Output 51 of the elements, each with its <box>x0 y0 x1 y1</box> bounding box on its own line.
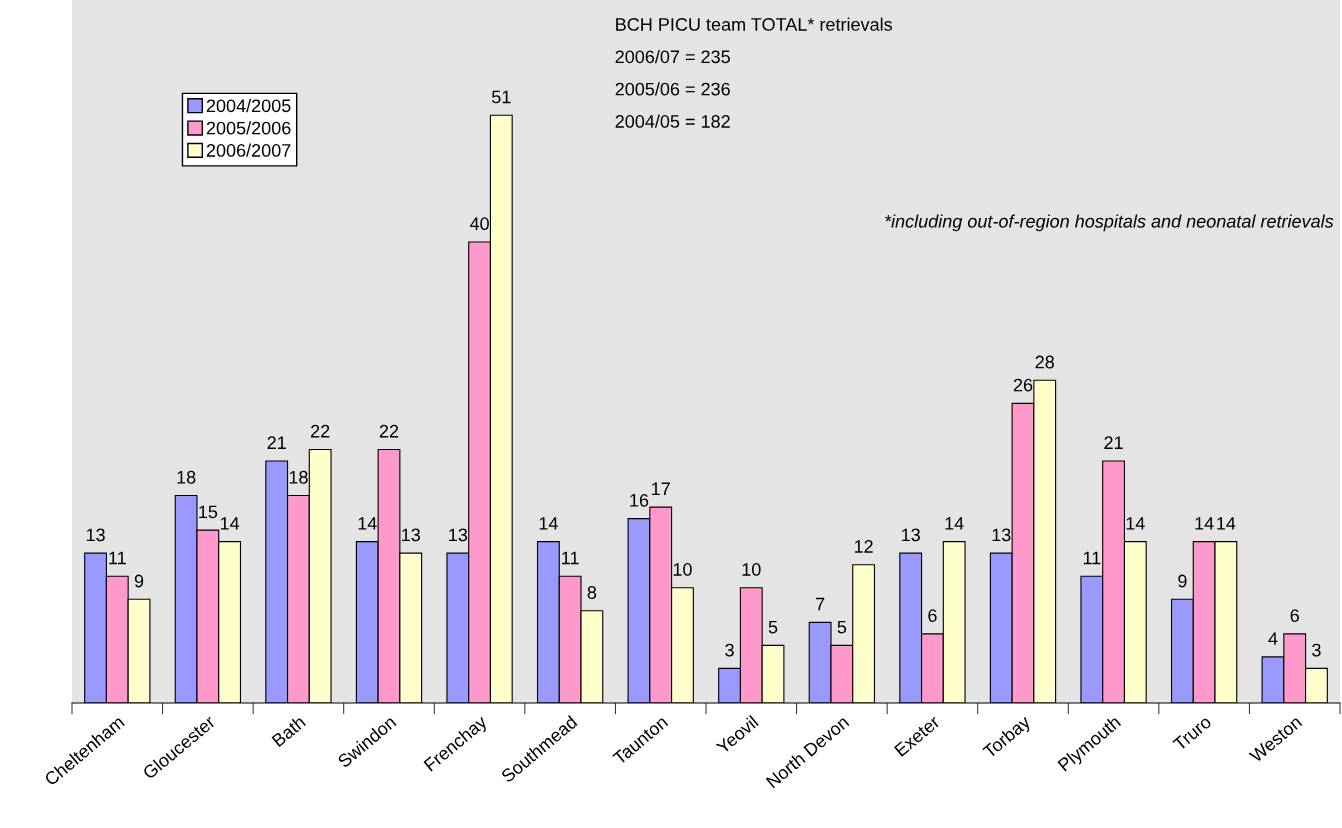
data-label: 14 <box>358 517 377 530</box>
data-label: 15 <box>199 505 218 519</box>
annotation: 2006/07 = 235 <box>615 49 730 64</box>
data-label: 18 <box>289 470 308 484</box>
annotation: 2005/06 = 236 <box>615 82 730 96</box>
data-label: 13 <box>992 528 1011 542</box>
data-label: 13 <box>402 528 420 542</box>
data-label: 5 <box>768 620 778 634</box>
data-label: 11 <box>109 551 126 565</box>
data-label: 21 <box>267 436 286 449</box>
data-label: 3 <box>1312 643 1321 657</box>
data-label: 17 <box>652 482 670 495</box>
data-label: 3 <box>725 643 734 657</box>
data-label: 14 <box>1217 517 1236 530</box>
data-label: 14 <box>945 517 964 530</box>
data-label: 14 <box>220 517 240 530</box>
legend-label: 2005/2006 <box>206 121 291 135</box>
data-label: 14 <box>1195 517 1214 530</box>
data-label: 6 <box>928 609 937 622</box>
legend-label: 2006/2007 <box>206 143 291 157</box>
data-label: 26 <box>1013 378 1033 392</box>
data-label: 22 <box>379 424 399 438</box>
data-label: 22 <box>311 424 330 438</box>
x-tick-label: Bath <box>271 714 307 748</box>
data-label: 12 <box>854 540 873 553</box>
data-label: 16 <box>630 493 649 507</box>
data-label: 14 <box>1126 517 1145 530</box>
data-label: 14 <box>539 517 558 530</box>
data-label: 13 <box>449 528 468 542</box>
data-label: 13 <box>86 528 105 542</box>
data-label: 10 <box>673 563 692 576</box>
data-label: 40 <box>469 217 489 231</box>
data-label: 28 <box>1035 355 1054 369</box>
data-label: 6 <box>1290 609 1299 622</box>
data-label: 13 <box>902 528 920 542</box>
annotation: BCH PICU team TOTAL* retrievals <box>616 17 893 31</box>
data-label: 21 <box>1104 436 1123 449</box>
data-label: 9 <box>1178 574 1187 588</box>
data-label: 11 <box>562 551 579 565</box>
annotation: *including out-of-region hospitals and neonatal retrievals <box>885 214 1334 232</box>
data-label: 9 <box>134 574 144 588</box>
data-label: 10 <box>742 563 761 576</box>
data-label: 51 <box>491 90 511 104</box>
data-label: 18 <box>177 470 196 484</box>
data-label: 11 <box>1083 551 1101 565</box>
legend-label: 2004/2005 <box>206 98 291 113</box>
data-label: 8 <box>587 586 597 599</box>
data-label: 5 <box>837 620 847 634</box>
data-label: 7 <box>816 597 825 611</box>
annotation: 2004/05 = 182 <box>615 114 730 128</box>
data-label: 4 <box>1268 632 1278 645</box>
